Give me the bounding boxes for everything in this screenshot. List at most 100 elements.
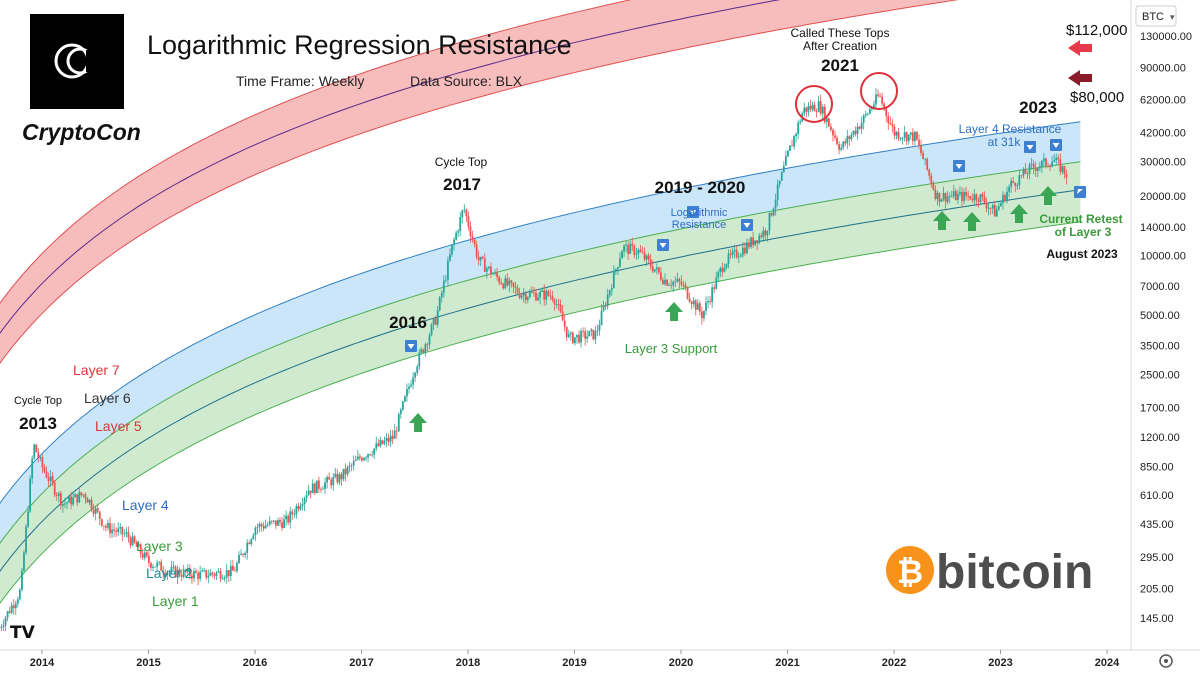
candle-body	[353, 461, 355, 465]
label-2017: 2017	[443, 175, 481, 194]
y-tick-label: 5000.00	[1140, 310, 1180, 322]
x-tick-label: 2020	[669, 657, 693, 669]
candle-body	[623, 246, 625, 252]
y-tick-label: 145.00	[1140, 613, 1174, 625]
candle-body	[529, 292, 531, 297]
candle-body	[459, 217, 461, 231]
resistance-marker	[1074, 186, 1086, 198]
candle-body	[1031, 164, 1033, 165]
candle-body	[939, 193, 941, 202]
price-low-label: $80,000	[1070, 89, 1124, 106]
x-tick-label: 2016	[243, 657, 267, 669]
candle-body	[513, 283, 515, 287]
candle-body	[721, 268, 723, 272]
candle-body	[869, 109, 871, 113]
candle-body	[515, 287, 517, 288]
candle-body	[924, 159, 926, 160]
candle-body	[95, 508, 97, 514]
candle-body	[349, 466, 351, 467]
candle-body	[365, 458, 367, 459]
candle-body	[683, 285, 685, 286]
candle-body	[125, 532, 127, 533]
candle-body	[357, 456, 359, 459]
candle-body	[506, 278, 508, 285]
layer4-label: Layer 4	[122, 497, 169, 513]
candle-body	[695, 300, 697, 309]
candle-body	[416, 367, 418, 373]
y-tick-label: 14000.00	[1140, 222, 1186, 234]
y-tick-label: 62000.00	[1140, 94, 1186, 106]
timeframe-label: Time Frame: Weekly	[236, 73, 364, 89]
candle-body	[566, 327, 568, 337]
candle-body	[347, 467, 349, 474]
candle-body	[742, 248, 744, 256]
candle-body	[697, 303, 699, 310]
candle-body	[302, 504, 304, 506]
candle-body	[777, 184, 779, 199]
candle-body	[318, 480, 320, 488]
candle-body	[42, 457, 44, 467]
candle-body	[822, 107, 824, 114]
candle-body	[316, 480, 318, 493]
candle-body	[328, 477, 330, 479]
candle-body	[560, 304, 562, 311]
y-tick-label: 205.00	[1140, 583, 1174, 595]
candle-body	[234, 571, 236, 572]
candle-body	[244, 553, 246, 555]
candle-body	[263, 526, 265, 528]
candle-body	[425, 344, 427, 352]
candle-body	[937, 193, 939, 199]
candle-body	[779, 181, 781, 185]
layer1-label: Layer 1	[152, 593, 199, 609]
candle-body	[451, 244, 453, 254]
candle-body	[662, 280, 664, 284]
candle-body	[281, 522, 283, 528]
candle-body	[330, 480, 332, 486]
candle-body	[1059, 159, 1061, 171]
candle-body	[480, 257, 482, 260]
candle-body	[502, 284, 504, 288]
candle-body	[1035, 168, 1037, 171]
candle-body	[814, 105, 816, 111]
candle-body	[48, 478, 50, 481]
candle-body	[760, 235, 762, 237]
candle-body	[744, 248, 746, 254]
y-tick-label: 295.00	[1140, 552, 1174, 564]
candle-body	[230, 566, 232, 576]
candle-body	[646, 256, 648, 260]
candle-body	[56, 495, 58, 496]
candle-body	[992, 205, 994, 208]
candle-body	[369, 454, 371, 455]
candle-body	[500, 283, 502, 284]
candle-body	[547, 291, 549, 295]
candle-body	[115, 531, 117, 532]
candle-body	[412, 378, 414, 385]
candle-body	[967, 196, 969, 197]
tradingview-logo-icon: 𝗧𝗩	[10, 623, 36, 642]
candle-body	[1010, 181, 1012, 187]
candle-body	[840, 148, 842, 150]
candle-body	[693, 300, 695, 304]
candle-body	[1043, 158, 1045, 161]
settings-gear-center	[1164, 659, 1168, 663]
candle-body	[128, 532, 130, 537]
candle-body	[267, 525, 269, 526]
candle-body	[9, 611, 11, 613]
candle-body	[810, 106, 812, 109]
candle-body	[855, 131, 857, 134]
candle-body	[691, 302, 693, 304]
candle-body	[562, 312, 564, 321]
candle-body	[644, 253, 646, 260]
candle-body	[812, 105, 814, 110]
candle-body	[994, 205, 996, 216]
candle-body	[1006, 192, 1008, 201]
candle-body	[87, 498, 89, 502]
x-tick-label: 2024	[1095, 657, 1120, 669]
candle-body	[375, 443, 377, 448]
candle-body	[68, 496, 70, 502]
candle-body	[746, 243, 748, 254]
candle-body	[72, 497, 74, 504]
layer3-label: Layer 3	[136, 538, 183, 554]
x-tick-label: 2019	[562, 657, 586, 669]
candle-body	[19, 590, 21, 599]
